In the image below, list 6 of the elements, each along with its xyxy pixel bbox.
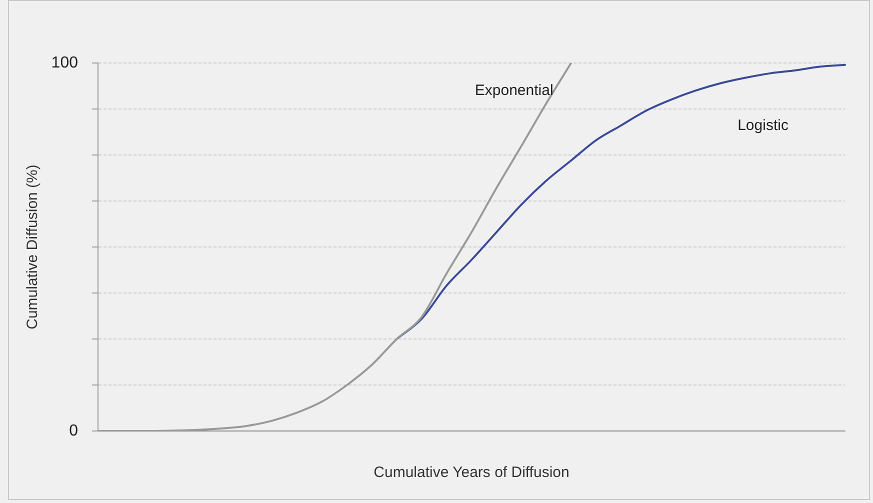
series-label: Exponential: [474, 82, 554, 100]
y-tick-label: 100: [51, 54, 78, 72]
y-axis-title: Cumulative Diffusion (%): [24, 164, 42, 330]
text: Logistic: [738, 116, 789, 134]
y-tick-label: 0: [69, 422, 78, 440]
x-axis-title: Cumulative Years of Diffusion: [374, 464, 570, 482]
